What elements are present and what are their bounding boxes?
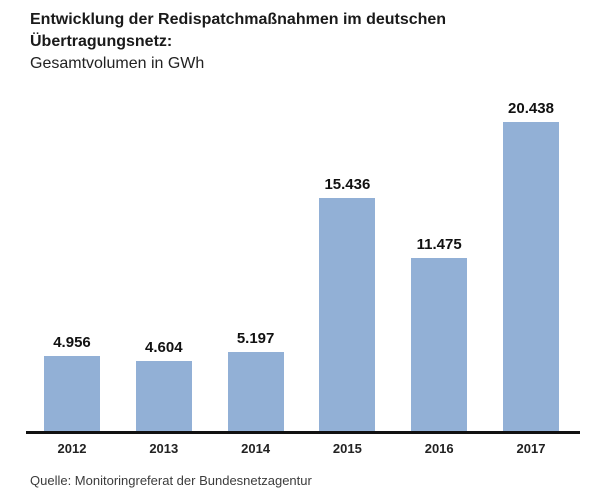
bar-2015 <box>319 198 376 431</box>
bar-value-label: 15.436 <box>324 176 371 193</box>
bar-value-label: 4.604 <box>145 339 183 356</box>
bar-value-label: 4.956 <box>53 334 91 351</box>
x-axis-label: 2014 <box>241 441 271 456</box>
chart-title-line-1: Entwicklung der Redispatchmaßnahmen im d… <box>30 11 447 28</box>
source-note: Quelle: Monitoringreferat der Bundesnetz… <box>30 473 312 488</box>
x-axis-label: 2013 <box>149 441 179 456</box>
x-axis-label: 2015 <box>332 441 362 456</box>
chart-title-line-2: Übertragungsnetz: <box>30 33 173 50</box>
bar-2016 <box>411 258 468 431</box>
bar-value-label: 11.475 <box>416 236 462 253</box>
bar-2012 <box>44 356 100 431</box>
x-axis-label: 2016 <box>424 441 454 456</box>
chart-title-block: Entwicklung der Redispatchmaßnahmen im d… <box>30 9 446 75</box>
x-axis-label: 2017 <box>516 441 546 456</box>
bar-2017 <box>503 122 559 431</box>
bar-value-label: 5.197 <box>236 330 275 347</box>
x-axis-line <box>26 431 580 434</box>
bar-2013 <box>135 361 192 431</box>
chart-subtitle: Gesamtvolumen in GWh <box>30 55 205 72</box>
x-axis-label: 2012 <box>57 441 87 456</box>
bar-value-label: 20.438 <box>508 100 554 117</box>
bar-2014 <box>227 352 284 431</box>
